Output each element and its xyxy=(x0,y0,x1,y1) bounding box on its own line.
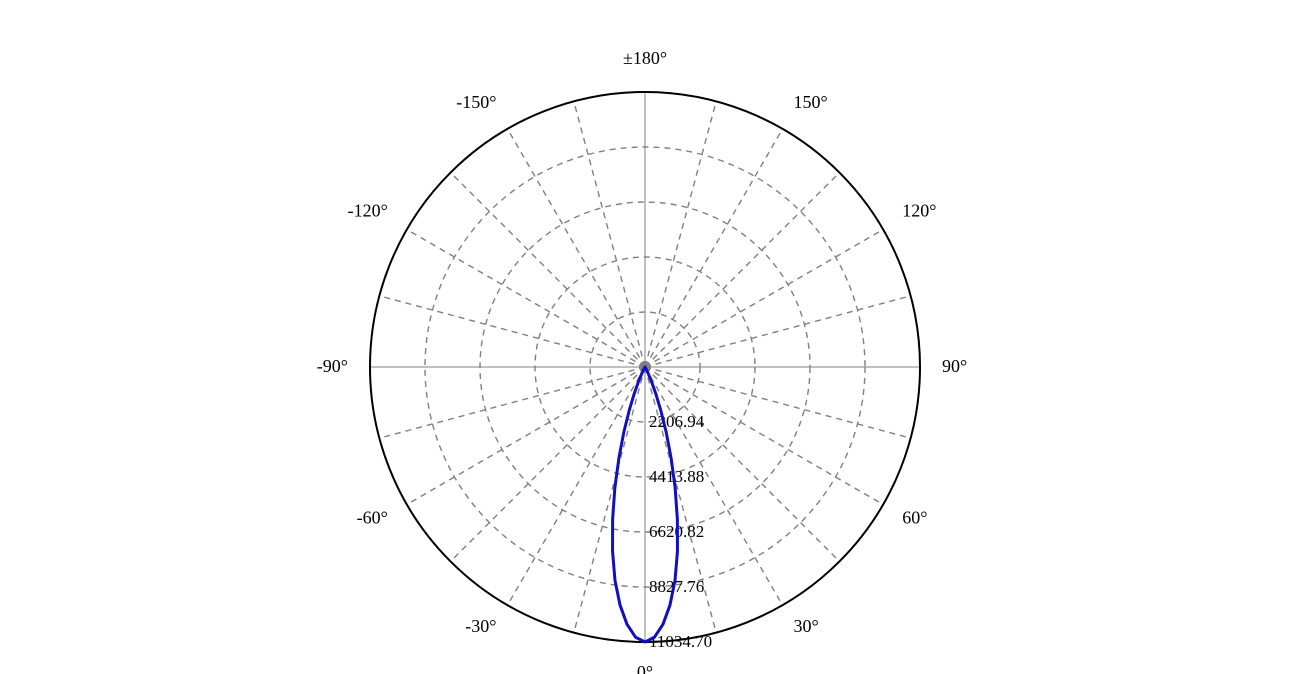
angle-tick-label: -120° xyxy=(348,201,388,221)
radial-tick-label: 4413.88 xyxy=(649,467,704,486)
polar-chart-svg: 0° 30° 60° 90° 120° 150° ±180° -150° -120° -90° -6… xyxy=(0,0,1307,674)
angle-tick-label: -30° xyxy=(465,616,496,636)
angle-tick-label: 120° xyxy=(902,201,936,221)
angle-tick-label: 30° xyxy=(794,616,819,636)
angle-tick-label: -90° xyxy=(317,356,348,376)
radial-tick-label: 8827.76 xyxy=(649,577,704,596)
radial-tick-label: 11034.70 xyxy=(649,632,712,651)
radial-tick-label: 2206.94 xyxy=(649,412,705,431)
angle-tick-label: ±180° xyxy=(623,48,667,68)
angle-tick-label: -60° xyxy=(357,508,388,528)
angle-tick-label: 150° xyxy=(794,92,828,112)
angle-tick-label: -150° xyxy=(456,92,496,112)
angle-tick-label: 90° xyxy=(942,356,967,376)
angle-tick-label: 0° xyxy=(637,662,653,674)
angle-tick-label: 60° xyxy=(902,508,927,528)
polar-chart: 0° 30° 60° 90° 120° 150° ±180° -150° -120° -90° -6… xyxy=(0,0,1307,674)
